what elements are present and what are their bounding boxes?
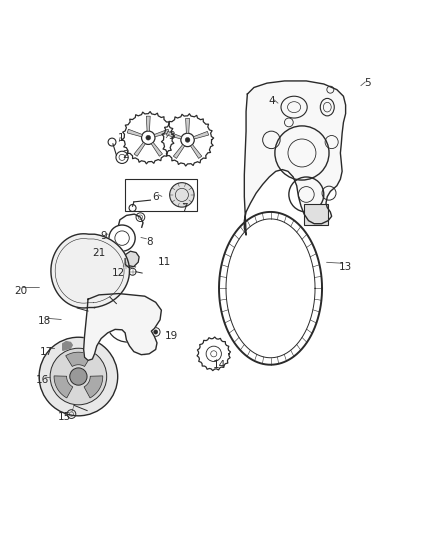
Text: 7: 7 <box>181 203 187 213</box>
Text: 5: 5 <box>364 78 371 88</box>
Text: 18: 18 <box>38 316 51 326</box>
Circle shape <box>185 138 190 142</box>
Circle shape <box>153 330 158 334</box>
Polygon shape <box>244 81 346 235</box>
Text: 2: 2 <box>122 150 128 160</box>
Polygon shape <box>191 144 202 158</box>
Text: 8: 8 <box>146 238 152 247</box>
Circle shape <box>143 348 147 352</box>
Polygon shape <box>51 234 130 308</box>
Polygon shape <box>173 144 185 158</box>
Text: 13: 13 <box>339 262 352 271</box>
Bar <box>304 204 328 225</box>
Polygon shape <box>194 131 208 139</box>
Text: 3: 3 <box>168 131 174 141</box>
Polygon shape <box>134 142 145 156</box>
Polygon shape <box>166 131 182 139</box>
Text: 11: 11 <box>158 257 171 267</box>
Text: 6: 6 <box>152 192 159 201</box>
Text: 19: 19 <box>164 332 177 341</box>
Text: 16: 16 <box>35 375 49 385</box>
Polygon shape <box>54 376 73 398</box>
Polygon shape <box>154 129 170 137</box>
Circle shape <box>39 337 118 416</box>
Text: 9: 9 <box>100 231 106 241</box>
Polygon shape <box>127 129 142 137</box>
Bar <box>125 179 197 211</box>
Text: 1: 1 <box>117 133 124 143</box>
Polygon shape <box>84 294 161 360</box>
Circle shape <box>70 368 87 385</box>
Polygon shape <box>151 142 162 156</box>
Text: 14: 14 <box>212 360 226 370</box>
Polygon shape <box>146 116 150 131</box>
Polygon shape <box>125 251 139 268</box>
Text: 20: 20 <box>14 286 27 295</box>
Polygon shape <box>186 118 190 133</box>
Polygon shape <box>66 352 91 367</box>
Circle shape <box>50 348 107 405</box>
Text: 15: 15 <box>57 412 71 422</box>
Circle shape <box>146 135 151 140</box>
Text: 21: 21 <box>92 248 106 259</box>
Polygon shape <box>84 376 103 398</box>
Text: 17: 17 <box>40 346 53 357</box>
Text: 4: 4 <box>268 95 275 106</box>
Circle shape <box>170 183 194 207</box>
Polygon shape <box>63 342 72 350</box>
Text: 12: 12 <box>112 268 125 278</box>
